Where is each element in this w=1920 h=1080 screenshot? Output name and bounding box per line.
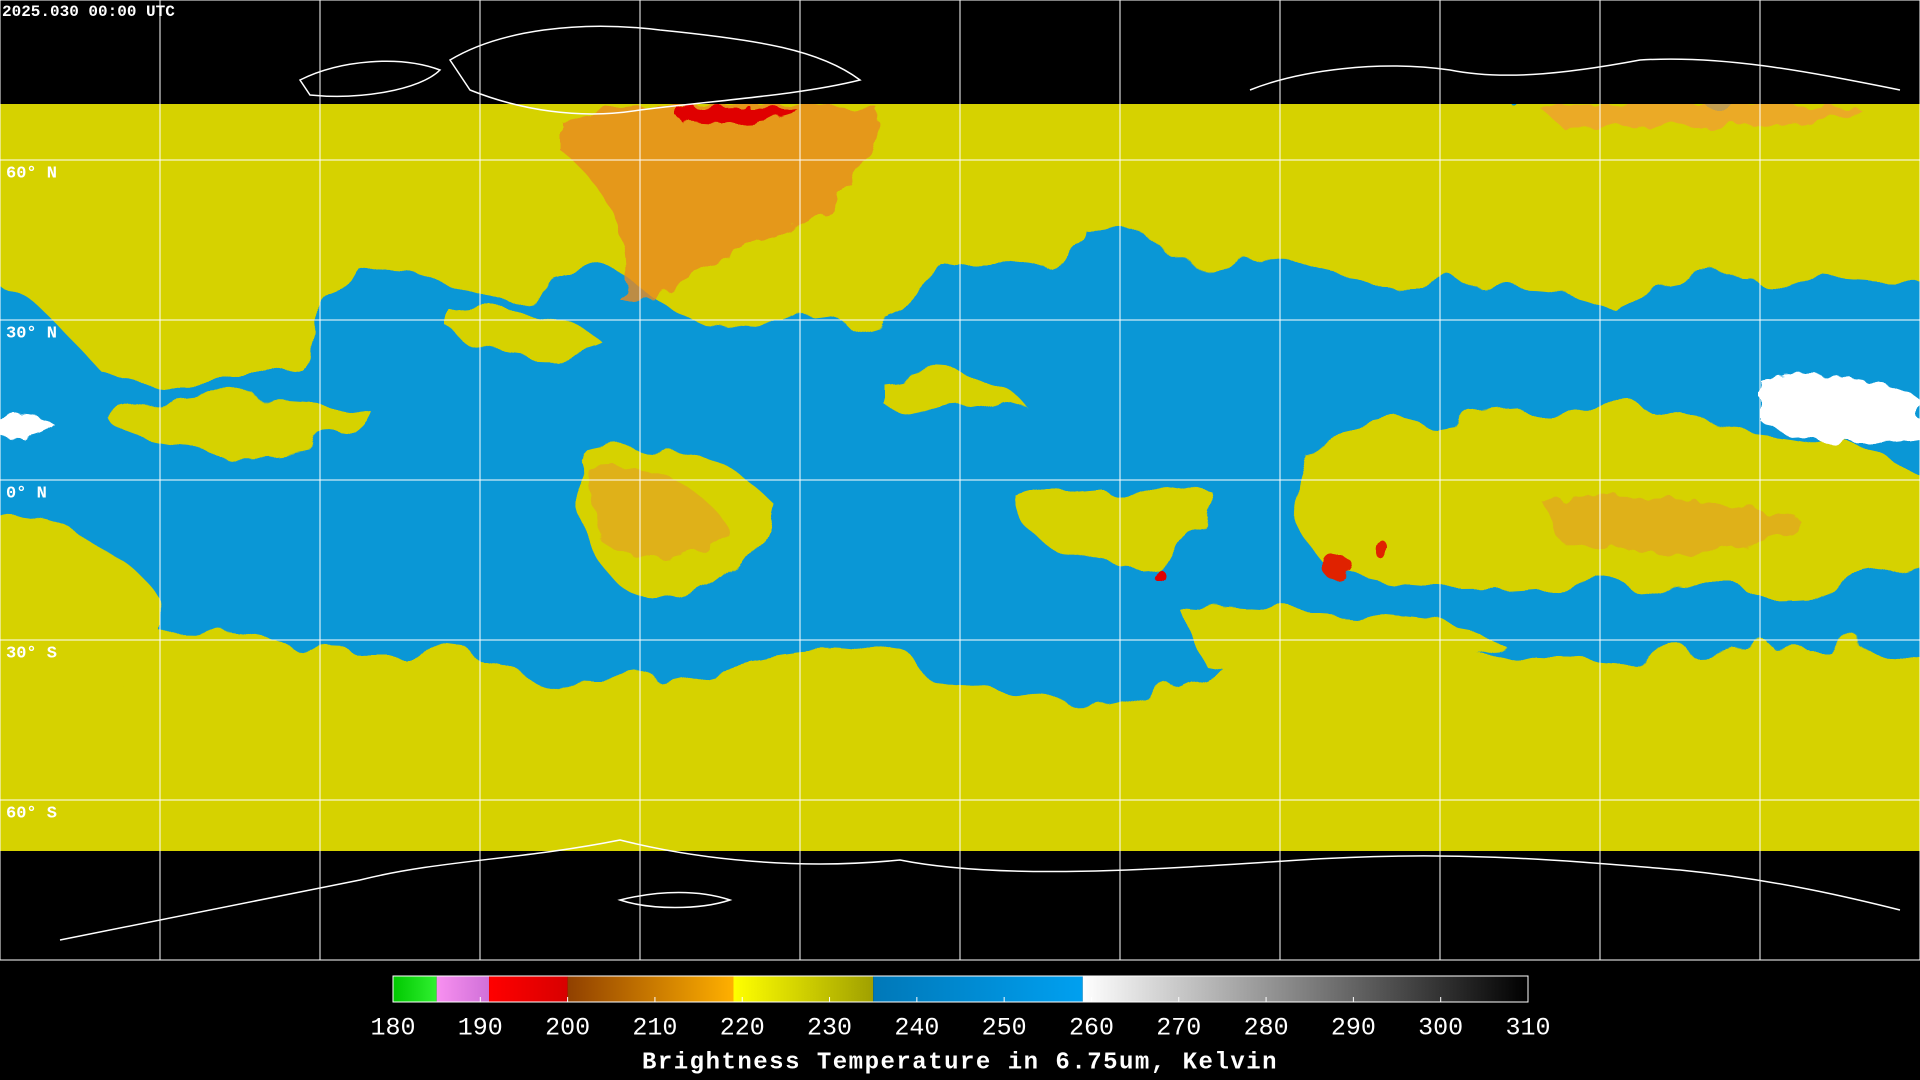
latitude-label: 60° N xyxy=(6,164,57,183)
colorbar-segment xyxy=(733,976,874,1002)
colorbar-title: Brightness Temperature in 6.75um, Kelvin xyxy=(642,1049,1278,1076)
colorbar-tick-label: 240 xyxy=(894,1014,939,1043)
graticule xyxy=(0,0,1920,960)
colorbar-segment xyxy=(489,976,568,1002)
colorbar-tick-label: 290 xyxy=(1331,1014,1376,1043)
colorbar-tick-label: 180 xyxy=(370,1014,415,1043)
colorbar-tick-label: 210 xyxy=(632,1014,677,1043)
latitude-label: 60° S xyxy=(6,804,57,823)
colorbar: 180 190 200 210 220 230 240 250 260 270 280 290 300 3… xyxy=(370,975,1551,1043)
colorbar-tick-label: 270 xyxy=(1156,1014,1201,1043)
colorbar-tick-label: 260 xyxy=(1069,1014,1114,1043)
colorbar-tick-label: 300 xyxy=(1418,1014,1463,1043)
colorbar-tick-label: 200 xyxy=(545,1014,590,1043)
latitude-label: 30° N xyxy=(6,324,57,343)
colorbar-tick-label: 190 xyxy=(458,1014,503,1043)
colorbar-segment xyxy=(873,976,1083,1002)
latitude-label: 30° S xyxy=(6,644,57,663)
latitude-label: 0° N xyxy=(6,484,47,503)
timestamp: 2025.030 00:00 UTC xyxy=(2,3,175,21)
colorbar-tick-label: 280 xyxy=(1244,1014,1289,1043)
colorbar-tick-label: 220 xyxy=(720,1014,765,1043)
colorbar-segment xyxy=(1082,976,1528,1002)
colorbar-segment xyxy=(436,976,490,1002)
colorbar-segment xyxy=(567,976,734,1002)
map-frame xyxy=(0,0,1920,961)
colorbar-tick-label: 250 xyxy=(982,1014,1027,1043)
colorbar-tick-label: 310 xyxy=(1505,1014,1550,1043)
colorbar-tick-label: 230 xyxy=(807,1014,852,1043)
coastlines xyxy=(59,25,1901,941)
colorbar-segment xyxy=(393,976,437,1002)
colorbar-frame xyxy=(392,975,1529,1003)
